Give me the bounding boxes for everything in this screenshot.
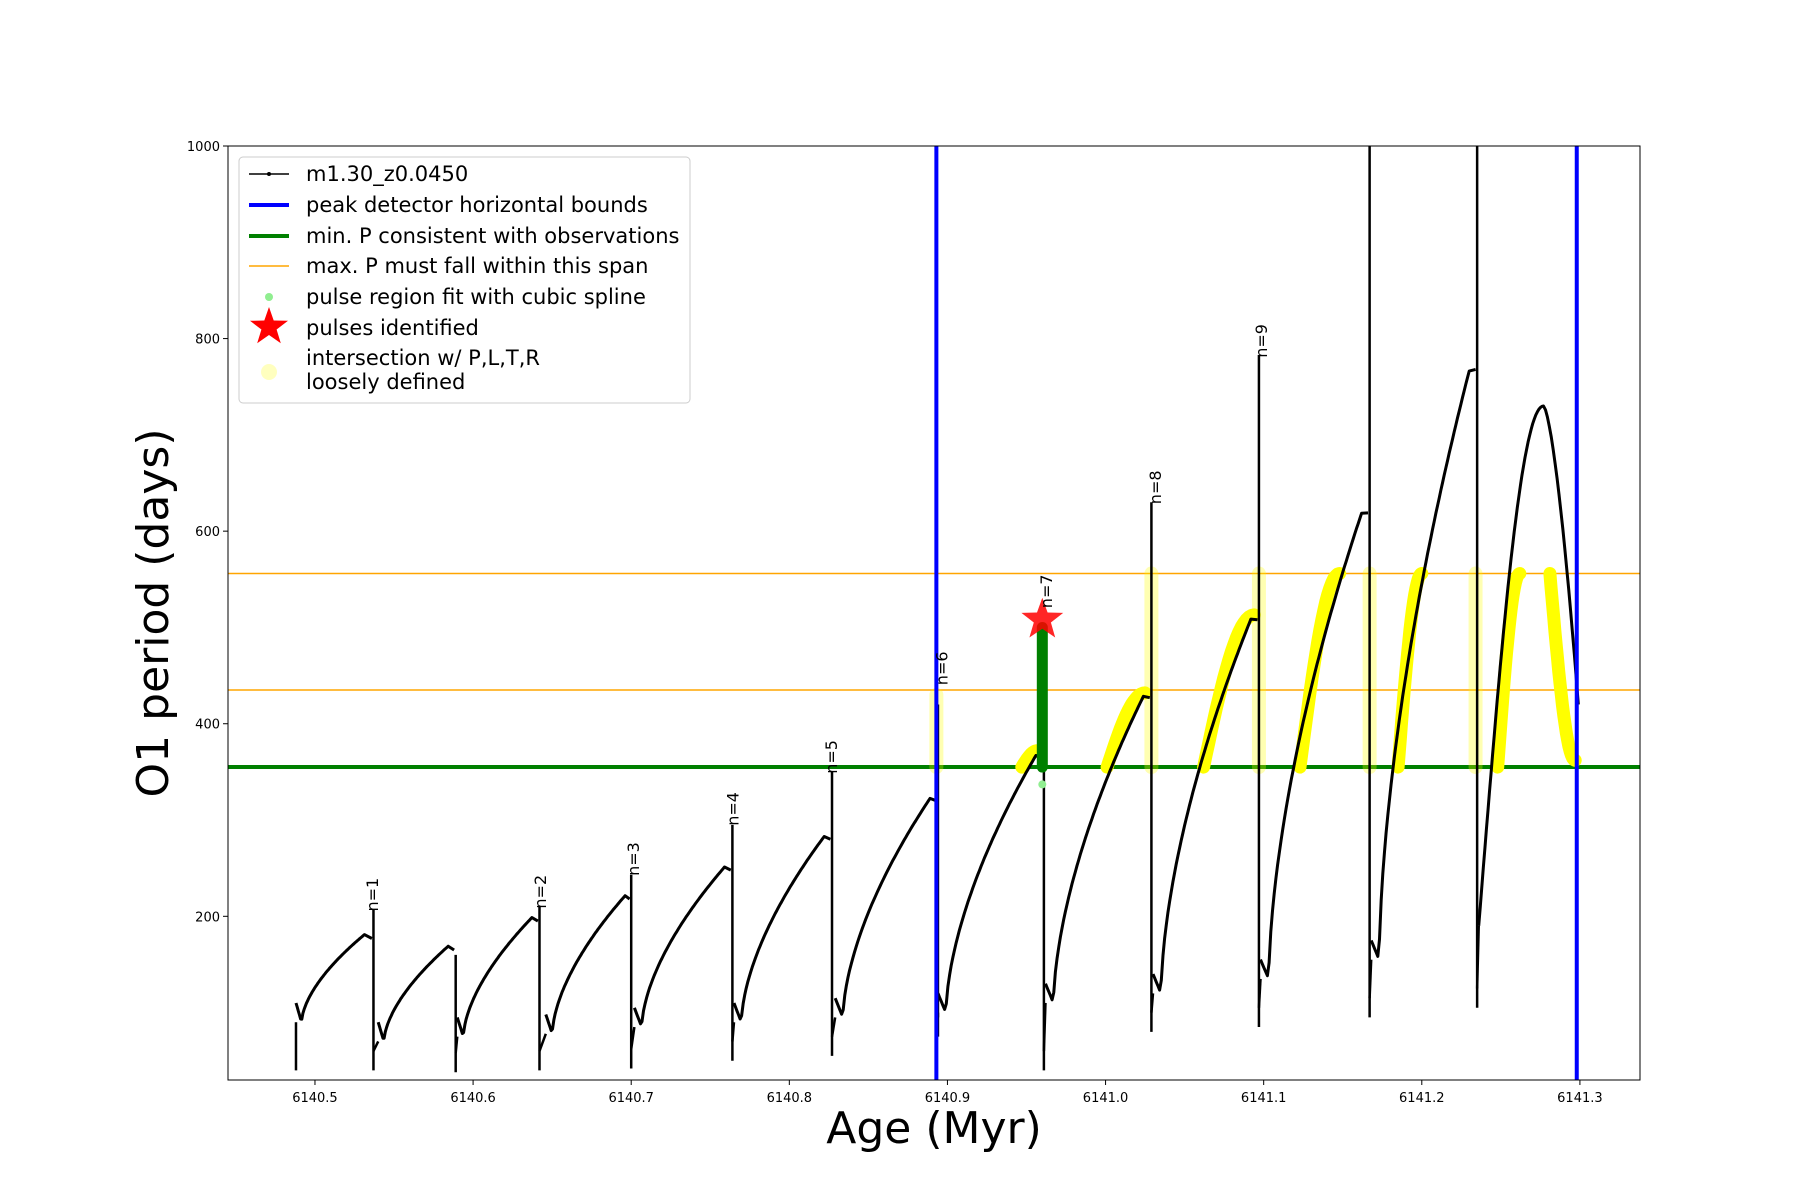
model-track-cycle-11 — [1259, 511, 1369, 978]
model-track-link-8 — [1042, 1002, 1047, 1052]
model-track-cycle-5 — [632, 865, 732, 1026]
intersection-segment-4 — [1293, 567, 1347, 774]
pulse-label-4: n=4 — [724, 792, 743, 826]
y-axis-ticks: 200 400 600 800 1000 — [187, 140, 228, 925]
x-tick-label-9: 6141.3 — [1557, 1091, 1603, 1106]
plot-area: n=1 n=2 n=3 n=4 n=5 n=6 n=7 n=8 n=9 — [228, 146, 1640, 1080]
legend-label-bounds: peak detector horizontal bounds — [306, 193, 648, 217]
model-track-cycle-2 — [376, 944, 455, 1040]
model-track-cycle-12 — [1369, 367, 1476, 958]
pulse-label-5: n=5 — [822, 740, 841, 774]
legend-label-star: pulses identified — [306, 316, 479, 340]
legend-swatch-spline — [265, 293, 273, 301]
model-track-cycle-7 — [833, 796, 937, 1016]
x-axis-ticks: 6140.5 6140.6 6140.7 6140.8 6140.9 6141.0 6141… — [292, 1080, 1603, 1106]
model-track-link-11 — [1368, 959, 1373, 999]
y-tick-label-5: 1000 — [187, 140, 220, 155]
legend-label-intersect-line2: loosely defined — [306, 370, 465, 394]
y-tick-label-3: 600 — [195, 525, 220, 540]
y-tick-label-1: 200 — [195, 910, 220, 925]
legend-label-minp: min. P consistent with observations — [306, 224, 679, 248]
model-track-cycle-9 — [1044, 694, 1151, 1002]
y-tick-label-4: 800 — [195, 333, 220, 348]
pulse-label-6: n=6 — [932, 651, 951, 685]
pulse-label-3: n=3 — [624, 842, 643, 876]
legend: m1.30_z0.0450 peak detector horizontal b… — [238, 156, 691, 404]
x-tick-label-8: 6141.2 — [1399, 1091, 1445, 1106]
x-tick-label-2: 6140.6 — [450, 1091, 496, 1106]
model-track-cycle-4 — [544, 894, 631, 1033]
intersection-segment-6 — [1491, 567, 1527, 774]
legend-label-intersect-line1: intersection w/ P,L,T,R — [306, 346, 540, 370]
x-tick-label-1: 6140.5 — [292, 1091, 338, 1106]
plot-frame — [227, 145, 1641, 1081]
intersection-segment-7 — [1543, 567, 1582, 767]
model-track-link-2 — [454, 1036, 459, 1054]
pulse-label-1: n=1 — [363, 878, 382, 912]
y-axis-title: O1 period (days) — [128, 429, 179, 798]
legend-swatch-intersect — [261, 364, 277, 380]
model-track-link-6 — [830, 1017, 837, 1037]
legend-swatch-model-dot — [267, 172, 271, 176]
peak-detector-bounds — [934, 146, 1579, 1080]
x-tick-label-5: 6140.9 — [925, 1091, 971, 1106]
legend-label-spline: pulse region fit with cubic spline — [306, 285, 646, 309]
pulse-label-7: n=7 — [1037, 574, 1056, 608]
x-axis-title: Age (Myr) — [826, 1103, 1042, 1154]
x-tick-label-6: 6141.0 — [1083, 1091, 1129, 1106]
model-track-link-12 — [1475, 925, 1480, 989]
model-track-link-9 — [1150, 993, 1155, 1013]
intersection-segment-5 — [1391, 567, 1429, 774]
x-tick-label-7: 6141.1 — [1241, 1091, 1287, 1106]
model-track-cycle-1 — [294, 933, 373, 1021]
x-tick-label-4: 6140.8 — [767, 1091, 813, 1106]
spline-fit — [1036, 621, 1048, 789]
model-track-link-3 — [538, 1033, 547, 1052]
model-track-cycle-13 — [1477, 404, 1580, 927]
spline-fit-point-1 — [1038, 780, 1047, 789]
model-track-link-4 — [629, 1026, 636, 1050]
pulse-label-8: n=8 — [1146, 470, 1165, 504]
model-track-cycle-3 — [455, 916, 539, 1035]
legend-box — [238, 156, 691, 404]
intersection-segment-2 — [1100, 686, 1152, 774]
model-track-link-10 — [1257, 978, 1262, 1008]
pulse-label-9: n=9 — [1252, 324, 1271, 358]
legend-swatch-star — [250, 307, 288, 344]
legend-label-maxp: max. P must fall within this span — [306, 254, 648, 278]
pulse-identified-star-1 — [1021, 597, 1064, 638]
model-track-cycle-8 — [936, 754, 1043, 1011]
legend-label-model: m1.30_z0.0450 — [306, 162, 468, 187]
pulse-labels: n=1 n=2 n=3 n=4 n=5 n=6 n=7 n=8 n=9 — [363, 324, 1271, 911]
pulse-label-2: n=2 — [531, 875, 550, 909]
pulses-identified — [1021, 597, 1064, 638]
model-track-link-5 — [731, 1022, 736, 1042]
y-tick-label-2: 400 — [195, 718, 220, 733]
intersection-segment-1 — [1015, 744, 1045, 774]
x-tick-label-3: 6140.7 — [608, 1091, 654, 1106]
model-track-cycle-10 — [1151, 617, 1258, 992]
model-track-link-1 — [372, 1040, 380, 1052]
model-track-cycle-6 — [732, 835, 832, 1021]
